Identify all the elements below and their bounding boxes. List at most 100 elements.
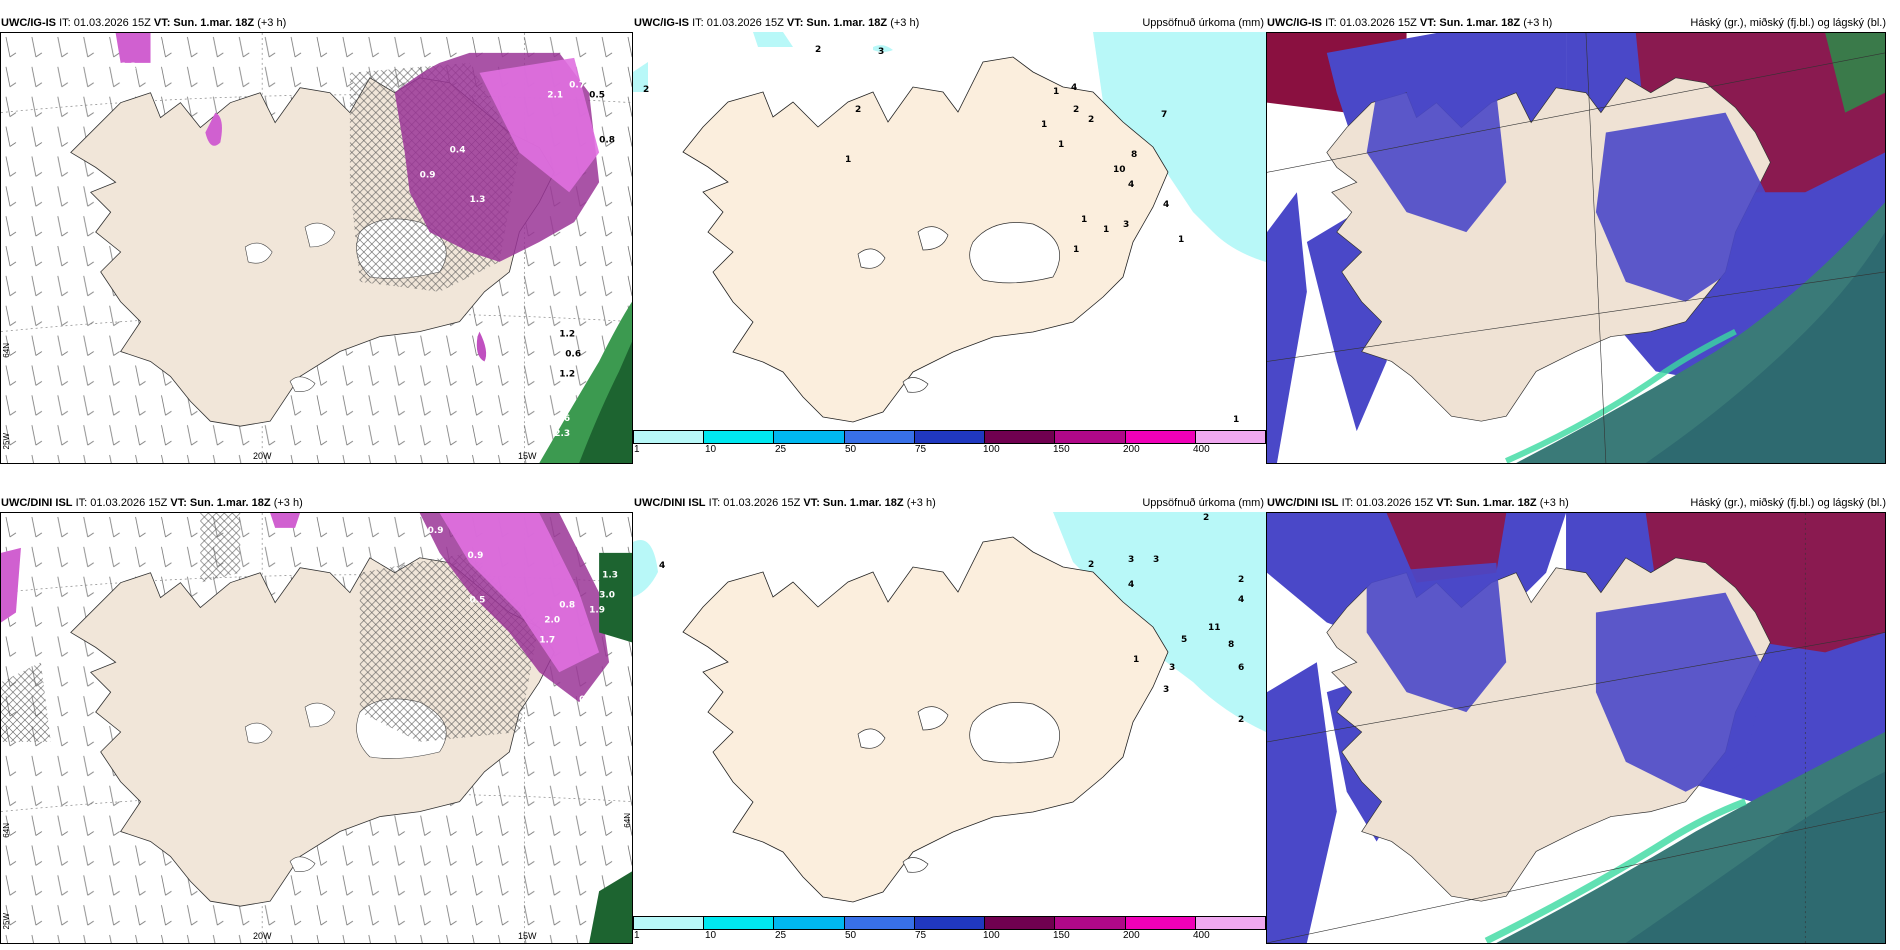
svg-text:1.7: 1.7 (539, 635, 555, 645)
svg-text:1: 1 (1103, 225, 1109, 235)
init-time: IT: 01.03.2026 15Z (59, 17, 151, 29)
map-frame: 0.9 0.9 1.3 3.0 1.9 2.0 0.8 1.7 0.6 0.5 64N 2… (0, 512, 633, 944)
svg-text:2: 2 (815, 45, 821, 55)
lead-time: (+3 h) (890, 17, 920, 29)
svg-text:2.3: 2.3 (554, 429, 570, 439)
cb-tick: 100 (983, 444, 1000, 455)
map-frame: 4 2 2 3 3 4 2 4 11 5 8 1 3 6 3 2 (633, 512, 1266, 910)
panel-bottom-right-clouds: UWC/DINI ISL IT: 01.03.2026 15Z VT: Sun.… (1266, 494, 1900, 950)
precip-map: 4 2 2 3 3 4 2 4 11 5 8 1 3 6 3 2 (633, 512, 1266, 903)
svg-text:2.1: 2.1 (547, 91, 563, 101)
panel-header: UWC/IG-IS IT: 01.03.2026 15Z VT: Sun. 1.… (633, 14, 1266, 32)
cb-tick: 25 (775, 930, 787, 941)
model-name: UWC/DINI ISL (634, 497, 706, 509)
svg-text:0.7: 0.7 (569, 81, 585, 91)
svg-text:0.8: 0.8 (599, 135, 615, 145)
cb-cell (914, 431, 986, 443)
cb-tick: 50 (845, 930, 857, 941)
cb-cell (844, 917, 915, 929)
cb-tick: 400 (1193, 444, 1210, 455)
cb-cell (985, 431, 1056, 443)
lbl-val: 1.2 (559, 330, 575, 340)
svg-text:4: 4 (1128, 180, 1134, 190)
panel-top-middle-precip: UWC/IG-IS IT: 01.03.2026 15Z VT: Sun. 1.… (633, 14, 1266, 464)
svg-text:0.9: 0.9 (420, 170, 436, 180)
lon-15w: 15W (518, 451, 537, 461)
init-time: IT: 01.03.2026 15Z (1341, 497, 1434, 509)
svg-text:0.5: 0.5 (470, 596, 486, 606)
svg-text:2.6: 2.6 (554, 414, 570, 424)
map-frame: 1.2 0.6 1.2 2.0 2.6 2.3 2.1 0.7 0.5 0.8 … (0, 32, 633, 464)
svg-text:1: 1 (1053, 87, 1059, 97)
svg-text:1.3: 1.3 (470, 195, 486, 205)
svg-text:0.9: 0.9 (428, 526, 444, 536)
svg-text:3: 3 (1169, 663, 1175, 673)
cb-tick: 50 (845, 444, 857, 455)
svg-text:1.3: 1.3 (602, 571, 618, 581)
svg-text:6: 6 (1238, 663, 1244, 673)
cb-cell (1125, 431, 1196, 443)
cb-cell (704, 917, 775, 929)
wind-map: 0.9 0.9 1.3 3.0 1.9 2.0 0.8 1.7 0.6 0.5 (1, 513, 632, 943)
cb-tick: 200 (1123, 930, 1140, 941)
panel-header: UWC/IG-IS IT: 01.03.2026 15Z VT: Sun. 1.… (1266, 14, 1900, 32)
svg-text:2: 2 (643, 85, 649, 95)
svg-text:10: 10 (1113, 165, 1126, 175)
cb-tick: 10 (705, 930, 717, 941)
valid-time: Sun. 1.mar. 18Z (1455, 497, 1537, 509)
svg-text:2: 2 (1073, 105, 1079, 115)
cb-cell (844, 431, 915, 443)
svg-text:2.0: 2.0 (559, 394, 575, 404)
cloud-title: Háský (gr.), miðský (fj.bl.) og lágský (… (1690, 17, 1886, 29)
svg-text:3: 3 (1163, 685, 1169, 695)
wind-map: 1.2 0.6 1.2 2.0 2.6 2.3 2.1 0.7 0.5 0.8 … (1, 33, 632, 463)
cb-tick: 10 (705, 444, 717, 455)
svg-text:2: 2 (1088, 560, 1094, 570)
svg-text:1: 1 (1178, 235, 1184, 245)
valid-label: VT: (803, 497, 820, 509)
cb-cell (1125, 917, 1196, 929)
cb-cell (774, 431, 845, 443)
cb-tick: 150 (1053, 930, 1070, 941)
cb-tick: 100 (983, 930, 1000, 941)
valid-label: VT: (1419, 17, 1437, 29)
model-name: UWC/DINI ISL (1, 497, 73, 509)
cb-cell (704, 431, 775, 443)
valid-time: Sun. 1.mar. 18Z (806, 17, 888, 29)
cb-tick: 75 (915, 930, 927, 941)
svg-text:3.0: 3.0 (599, 591, 615, 601)
svg-text:4: 4 (1071, 83, 1077, 93)
panel-header: UWC/IG-IS IT: 01.03.2026 15Z VT: Sun. 1.… (0, 14, 633, 32)
panel-header: UWC/DINI ISL IT: 01.03.2026 15Z VT: Sun.… (1266, 494, 1900, 512)
svg-text:4: 4 (1128, 580, 1134, 590)
lead-time: (+3 h) (906, 497, 936, 509)
model-name: UWC/IG-IS (634, 17, 689, 29)
svg-text:0.8: 0.8 (559, 601, 575, 611)
panel-top-right-clouds: UWC/IG-IS IT: 01.03.2026 15Z VT: Sun. 1.… (1266, 14, 1900, 464)
cb-tick: 400 (1193, 930, 1210, 941)
init-time: IT: 01.03.2026 15Z (692, 17, 784, 29)
valid-time: Sun. 1.mar. 18Z (822, 497, 904, 509)
precip-colorbar: 1 10 25 50 75 100 150 200 400 (633, 916, 1266, 941)
panel-header: UWC/DINI ISL IT: 01.03.2026 15Z VT: Sun.… (633, 494, 1266, 512)
cb-cell (1055, 917, 1126, 929)
svg-text:2: 2 (855, 105, 861, 115)
svg-text:1: 1 (1073, 245, 1079, 255)
lead-time: (+3 h) (273, 497, 303, 509)
svg-text:3: 3 (1123, 220, 1129, 230)
svg-text:3: 3 (1153, 555, 1159, 565)
lon-20w: 20W (253, 451, 272, 461)
cb-cell (985, 917, 1056, 929)
init-time: IT: 01.03.2026 15Z (1325, 17, 1417, 29)
cb-cell (1195, 917, 1265, 929)
cb-cell (914, 917, 986, 929)
svg-text:5: 5 (1181, 635, 1187, 645)
lon-label: 25W (2, 433, 11, 450)
colorbar-cells (633, 430, 1266, 444)
cb-cell (774, 917, 845, 929)
svg-text:1: 1 (1133, 655, 1139, 665)
svg-text:1.2: 1.2 (121, 62, 137, 72)
lat-label: 64N (2, 343, 11, 358)
